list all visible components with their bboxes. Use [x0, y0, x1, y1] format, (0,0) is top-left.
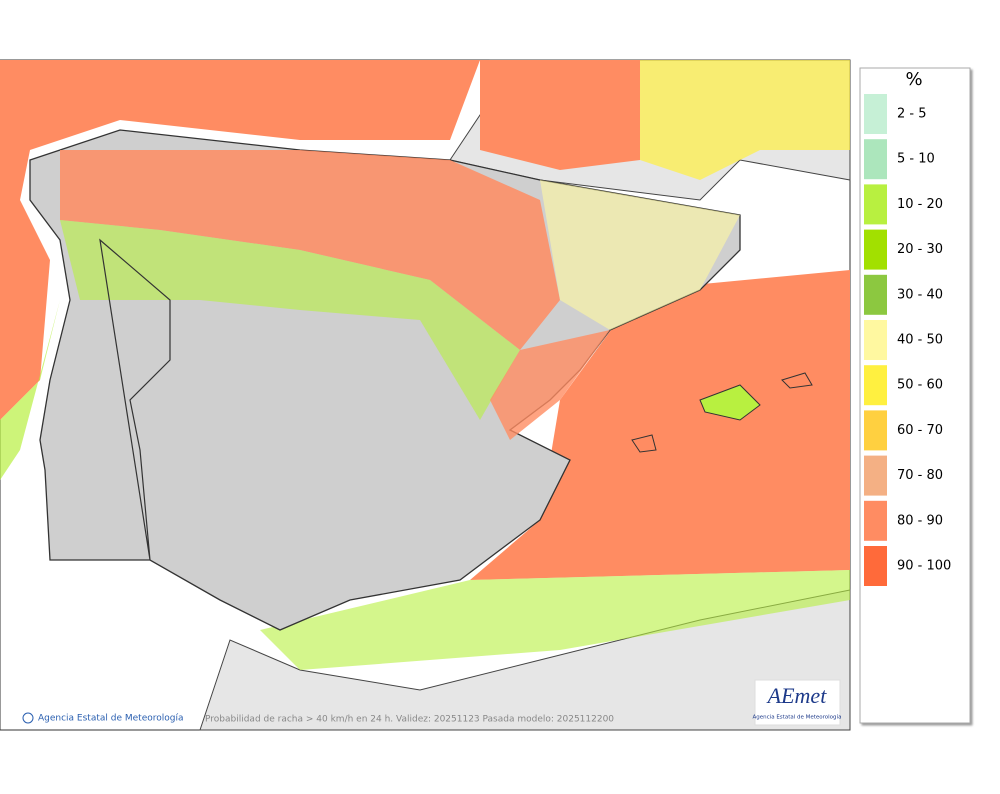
portugal-boundary [99, 238, 171, 561]
mediterranean-high-prob [470, 270, 850, 580]
legend-swatch [864, 229, 887, 270]
legend-swatch [864, 546, 887, 586]
logo-box [754, 679, 841, 726]
legend-swatch [864, 365, 887, 406]
north-high-prob [60, 150, 560, 350]
legend-swatch [864, 455, 887, 496]
credit: Agencia Estatal de Meteorología [38, 714, 184, 724]
legend-swatch [864, 139, 887, 180]
legend-label: 90 - 100 [897, 559, 951, 574]
legend-swatch [864, 410, 887, 451]
logo-subtitle: Agencia Estatal de Meteorología [753, 714, 842, 721]
legend-swatch [864, 320, 887, 360]
legend-label: 60 - 70 [897, 423, 943, 438]
logo-name: AEmet [766, 683, 828, 708]
caption: Probabilidad de racha > 40 km/h en 24 h.… [205, 715, 614, 725]
east-coast-high-prob [490, 330, 610, 440]
biscay-high-prob [480, 60, 640, 170]
menorca-island [781, 372, 813, 389]
legend-label: 5 - 10 [897, 152, 935, 167]
legend-swatch [864, 274, 887, 315]
legend-label: 20 - 30 [897, 242, 943, 257]
alboran-band [260, 570, 850, 670]
legend: % 2 - 5 5 - 10 10 - 20 20 - 30 30 - 40 40 - 5… [859, 67, 971, 724]
legend-label: 2 - 5 [897, 107, 927, 122]
legend-swatch [864, 94, 887, 134]
legend-label: 80 - 90 [897, 513, 943, 528]
legend-title: % [905, 69, 922, 90]
legend-label: 30 - 40 [897, 287, 943, 302]
legend-label: 40 - 50 [897, 333, 943, 348]
bay-band [0, 300, 60, 480]
atlantic-high-prob [0, 60, 480, 420]
legend-label: 10 - 20 [897, 197, 943, 212]
legend-label: 70 - 80 [897, 468, 943, 483]
gulf-lion-band [640, 60, 850, 180]
map [0, 59, 851, 731]
logo: AEmet Agencia Estatal de Meteorología [753, 679, 842, 726]
legend-label: 50 - 60 [897, 378, 943, 393]
balearic-island [699, 384, 761, 421]
legend-swatch [864, 184, 887, 225]
pyrenees-moderate [540, 180, 740, 330]
legend-swatch [864, 500, 887, 541]
footer: Agencia Estatal de Meteorología Probabil… [22, 712, 614, 725]
north-moderate-prob [60, 220, 520, 420]
ibiza-island [631, 434, 657, 453]
credit-icon [22, 712, 34, 724]
